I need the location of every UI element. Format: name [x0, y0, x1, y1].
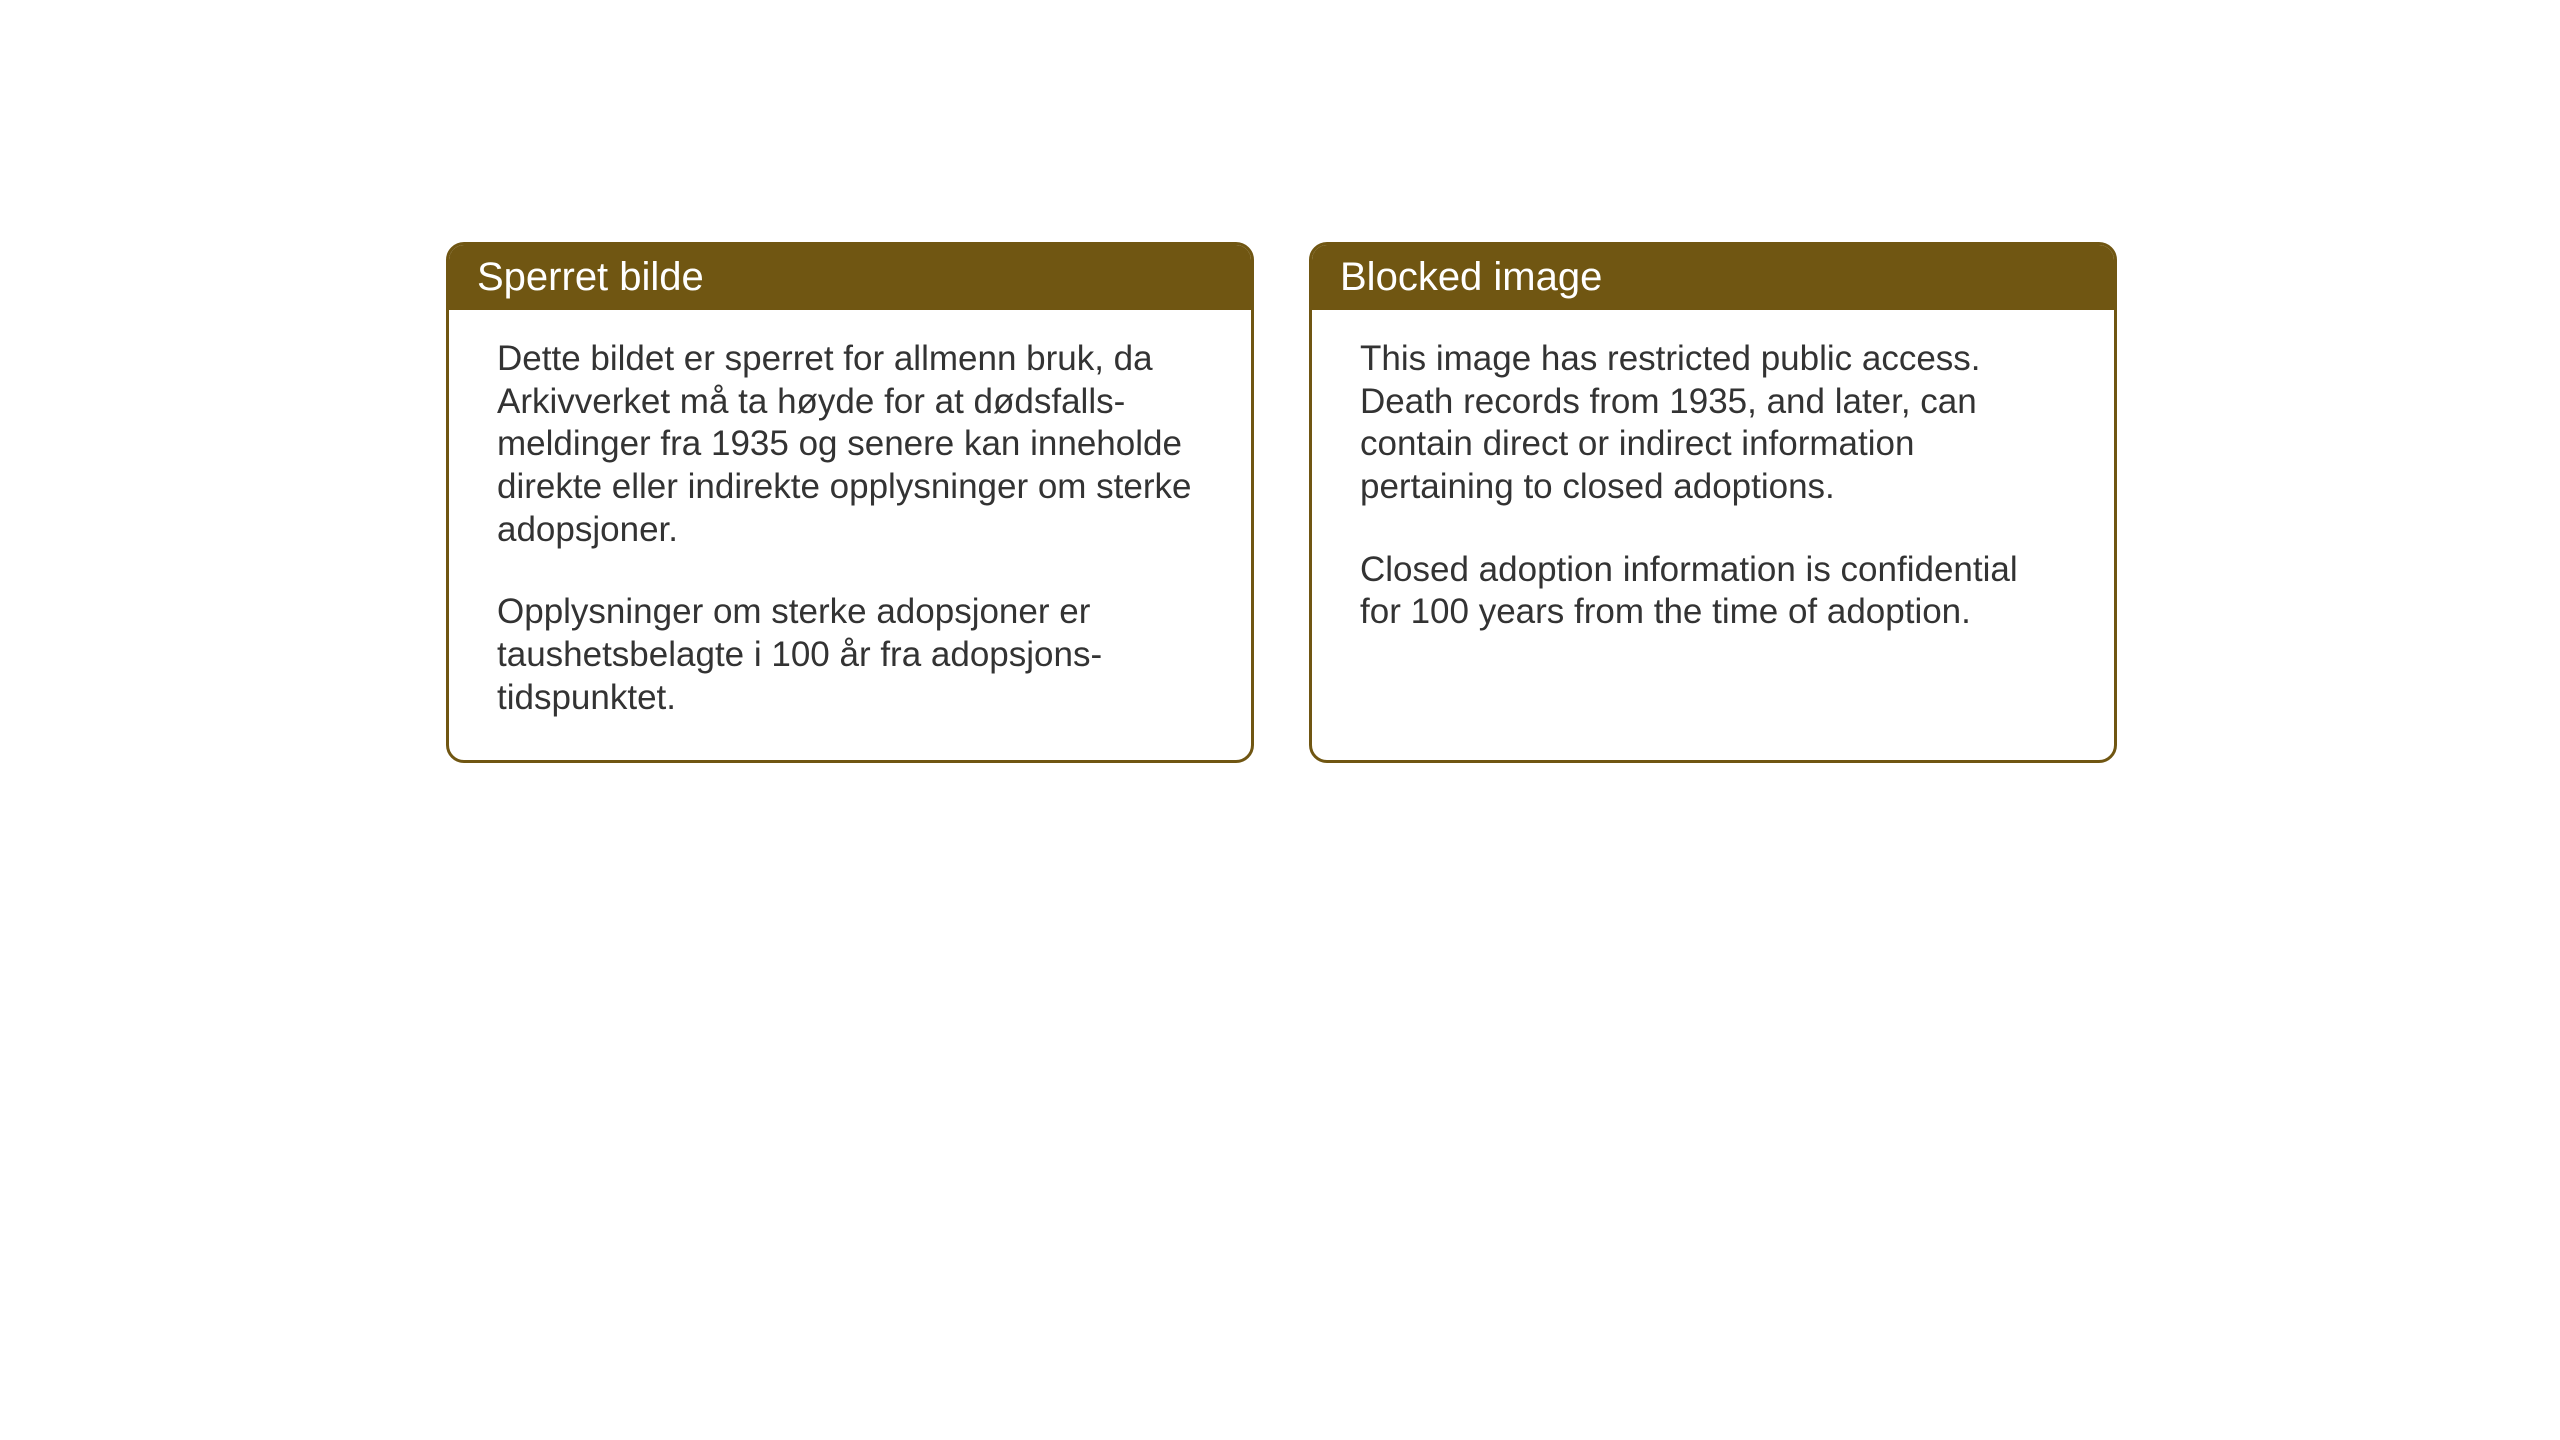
notice-title-norwegian: Sperret bilde: [477, 255, 704, 299]
notice-card-english: Blocked image This image has restricted …: [1309, 242, 2117, 763]
notice-paragraph-2-english: Closed adoption information is confident…: [1360, 549, 2066, 634]
notice-body-norwegian: Dette bildet er sperret for allmenn bruk…: [449, 310, 1251, 760]
notice-body-english: This image has restricted public access.…: [1312, 310, 2114, 730]
notice-container: Sperret bilde Dette bildet er sperret fo…: [446, 242, 2117, 763]
notice-header-norwegian: Sperret bilde: [449, 245, 1251, 310]
notice-paragraph-1-norwegian: Dette bildet er sperret for allmenn bruk…: [497, 338, 1203, 551]
notice-paragraph-1-english: This image has restricted public access.…: [1360, 338, 2066, 509]
notice-title-english: Blocked image: [1340, 255, 1602, 299]
notice-paragraph-2-norwegian: Opplysninger om sterke adopsjoner er tau…: [497, 591, 1203, 719]
notice-card-norwegian: Sperret bilde Dette bildet er sperret fo…: [446, 242, 1254, 763]
notice-header-english: Blocked image: [1312, 245, 2114, 310]
